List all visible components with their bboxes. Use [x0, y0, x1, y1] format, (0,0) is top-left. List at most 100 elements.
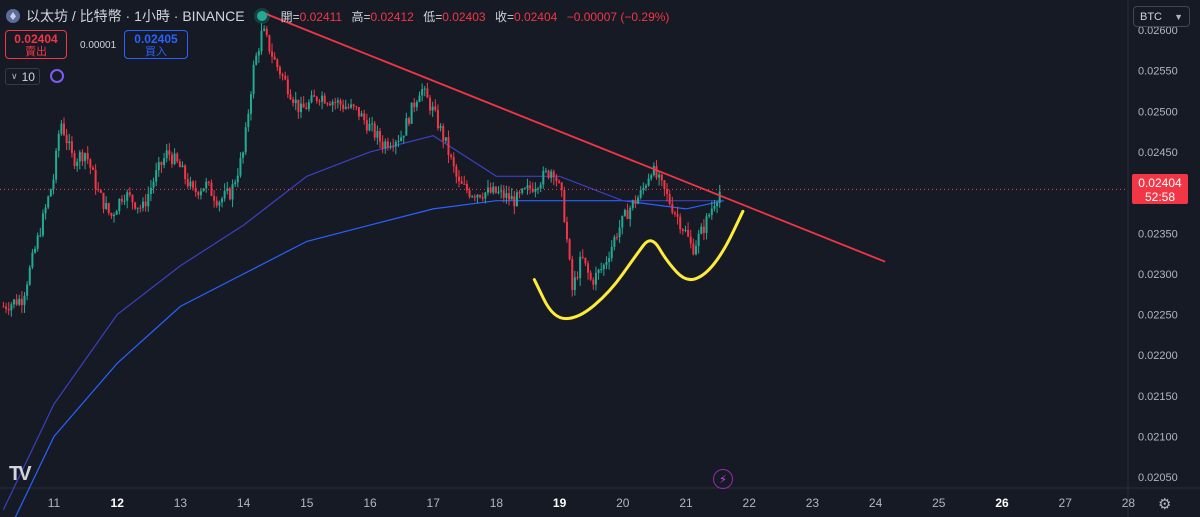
candle-body	[139, 207, 142, 209]
candle-body	[276, 59, 279, 68]
candle-body	[163, 158, 166, 166]
y-tick-label: 0.02600	[1138, 25, 1178, 37]
candle-body	[63, 123, 66, 136]
ma-fast-line	[14, 200, 725, 517]
candle-body	[91, 167, 94, 170]
lightning-icon[interactable]: ⚡	[713, 469, 733, 489]
candle-body	[423, 88, 426, 90]
candle-body	[426, 88, 429, 98]
candle-body	[629, 207, 632, 220]
candle-body	[368, 123, 371, 131]
candle-body	[455, 166, 458, 177]
chevron-down-icon: ▼	[1174, 11, 1183, 22]
candle-body	[692, 243, 695, 255]
candle-body	[521, 188, 524, 193]
candle-body	[41, 213, 44, 236]
currency-selector[interactable]: BTC ▼	[1133, 6, 1190, 27]
candle-body	[442, 125, 445, 141]
spread-value: 0.00001	[80, 40, 117, 51]
candle-body	[600, 269, 603, 271]
candle-body	[602, 264, 605, 270]
candle-body	[249, 94, 252, 114]
candle-body	[684, 229, 687, 231]
candle-body	[31, 252, 34, 268]
candle-body	[463, 183, 466, 185]
candle-body	[110, 213, 113, 217]
candle-body	[126, 192, 129, 201]
candle-body	[652, 165, 655, 176]
candle-body	[334, 101, 337, 103]
tradingview-logo[interactable]: TV	[9, 463, 31, 485]
candle-body	[429, 97, 432, 111]
y-tick-label: 0.02450	[1138, 147, 1178, 159]
candle-body	[136, 207, 139, 209]
candle-body	[484, 192, 487, 199]
candle-body	[255, 55, 258, 65]
candle-body	[289, 94, 292, 100]
candle-body	[439, 125, 442, 129]
volume-toggle[interactable]: ∨ 10	[5, 68, 40, 85]
candle-body	[610, 246, 613, 259]
candle-body	[215, 200, 218, 206]
candle-body	[386, 141, 389, 148]
candle-body	[405, 118, 408, 136]
candle-body	[302, 103, 305, 108]
candle-body	[205, 181, 208, 189]
candle-body	[539, 184, 542, 189]
candle-body	[76, 161, 79, 167]
candle-body	[666, 189, 669, 195]
candle-body	[673, 212, 676, 215]
x-tick-label: 11	[48, 496, 61, 510]
candle-body	[510, 196, 513, 200]
y-tick-label: 0.02350	[1138, 228, 1178, 240]
candle-body	[84, 153, 87, 162]
x-tick-label: 21	[679, 496, 693, 510]
candle-body	[476, 194, 479, 198]
indicator-loop-icon[interactable]	[50, 69, 64, 83]
candle-body	[120, 198, 123, 202]
candle-body	[655, 165, 658, 178]
candle-body	[107, 203, 110, 214]
candle-body	[213, 195, 216, 201]
candle-body	[681, 229, 684, 231]
candle-body	[373, 123, 376, 138]
x-tick-label: 18	[490, 496, 504, 510]
candle-body	[579, 256, 582, 278]
candle-body	[178, 161, 181, 168]
candle-body	[55, 150, 58, 180]
x-tick-label: 17	[427, 496, 441, 510]
candle-body	[268, 35, 271, 52]
candle-body	[576, 277, 579, 279]
candle-body	[260, 30, 263, 52]
candle-body	[468, 190, 471, 197]
gear-icon[interactable]: ⚙	[1158, 496, 1172, 513]
candle-body	[52, 179, 55, 190]
candle-body	[57, 133, 60, 151]
candle-body	[86, 153, 89, 160]
x-tick-label: 27	[1059, 496, 1073, 510]
candle-body	[10, 304, 13, 311]
candle-body	[202, 188, 205, 192]
candle-body	[492, 186, 495, 193]
candle-body	[155, 170, 158, 182]
y-tick-label: 0.02100	[1138, 432, 1178, 444]
descending-trendline	[265, 12, 886, 263]
symbol-title[interactable]: 以太坊 / 比特幣 · 1小時 · BINANCE	[26, 8, 245, 24]
candle-body	[616, 236, 619, 238]
x-tick-label: 13	[174, 496, 188, 510]
candle-body	[321, 95, 324, 102]
candle-body	[165, 150, 168, 159]
candle-body	[105, 203, 108, 209]
ethereum-icon	[6, 9, 20, 23]
candle-body	[305, 107, 308, 110]
buy-button[interactable]: 0.02405 買入	[124, 30, 188, 59]
candle-body	[300, 103, 303, 113]
candle-body	[360, 113, 363, 117]
candle-body	[550, 171, 553, 178]
candle-body	[671, 203, 674, 213]
candle-body	[294, 99, 297, 104]
chart-header: 以太坊 / 比特幣 · 1小時 · BINANCE 開=0.02411 高=0.…	[6, 6, 675, 26]
sell-button[interactable]: 0.02404 賣出	[5, 30, 67, 59]
candle-body	[421, 89, 424, 96]
